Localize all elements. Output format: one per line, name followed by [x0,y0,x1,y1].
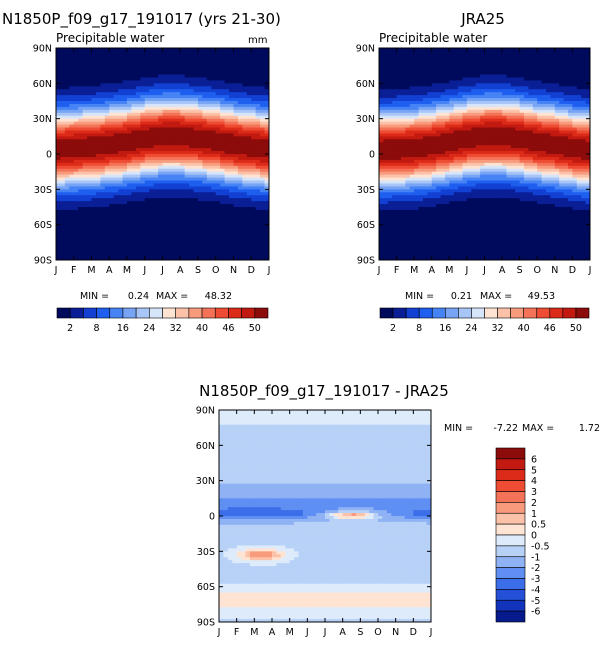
x-tick-label: A [106,265,113,276]
x-tick-label: J [142,265,146,276]
x-tick-label: N [230,265,237,276]
y-tick-label: 90N [33,44,52,55]
x-tick-label: D [248,265,255,276]
colorbar-label: 50 [249,323,261,334]
colorbar-swatch [57,308,70,318]
colorbar-swatch [149,308,162,318]
panel-model-subtitle: Precipitable water [56,31,164,45]
colorbar-swatch [97,308,110,318]
colorbar-label: 2 [67,323,73,334]
colorbar-swatch [242,308,255,318]
y-tick-label: 30S [34,185,52,196]
colorbar-swatch [70,308,83,318]
colorbar-label: 40 [196,323,208,334]
y-tick-label: 0 [46,150,52,161]
colorbar-swatch [215,308,228,318]
y-tick-label: 60S [34,220,52,231]
colorbar-swatch [189,308,202,318]
colorbar-swatch [110,308,123,318]
colorbar-swatch [176,308,189,318]
y-tick-label: 60N [33,79,52,90]
x-tick-label: M [87,265,95,276]
y-tick-label: 90S [34,256,52,267]
panel-model-field [56,48,270,261]
panel-obs-field [379,48,591,261]
x-tick-label: O [212,265,219,276]
x-tick-label: A [177,265,184,276]
panel-obs-title: JRA25 [460,10,505,28]
panel-obs: JRA25 Precipitable water 90N60N30N030S60… [356,10,592,334]
y-tick-label: 30N [33,114,52,125]
colorbar-label: 32 [170,323,182,334]
x-tick-label: M [123,265,131,276]
panel-model-colorbar: 2 8 16 24 32 40 46 50 [57,308,268,334]
colorbar-swatch [83,308,96,318]
x-tick-label: S [195,265,201,276]
x-tick-label: J [267,265,271,276]
panel-model-max-label: MAX = [156,291,188,302]
panel-model-max-value: 48.32 [205,291,232,302]
colorbar-label: 24 [143,323,155,334]
colorbar-swatch [255,308,268,318]
colorbar-swatch [123,308,136,318]
panel-model-min-value: 0.24 [128,291,149,302]
panel-model-stats: MIN = 0.24 MAX = 48.32 [80,291,232,302]
panel-model-units: mm [248,35,267,46]
colorbar-swatch [228,308,241,318]
colorbar-label: 8 [94,323,100,334]
colorbar-swatch [136,308,149,318]
panel-obs-subtitle: Precipitable water [379,31,487,45]
colorbar-label: 16 [117,323,129,334]
colorbar-swatch [202,308,215,318]
x-tick-label: F [71,265,76,276]
x-tick-label: J [160,265,164,276]
panel-model-title: N1850P_f09_g17_191017 (yrs 21-30) [2,10,281,29]
panel-model-min-label: MIN = [80,291,109,302]
colorbar-swatch [163,308,176,318]
panel-model: N1850P_f09_g17_191017 (yrs 21-30) Precip… [2,10,281,334]
x-tick-label: J [54,265,58,276]
colorbar-label: 46 [222,323,234,334]
